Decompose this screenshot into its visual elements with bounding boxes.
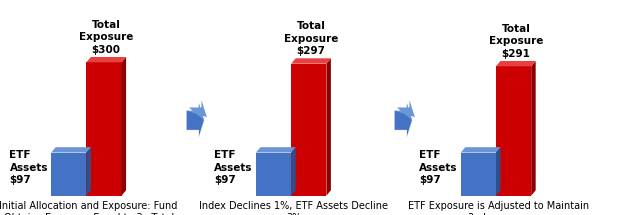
Bar: [291, 64, 326, 196]
Text: ETF
Assets
$97: ETF Assets $97: [10, 150, 48, 185]
Polygon shape: [186, 103, 204, 138]
Polygon shape: [461, 147, 500, 153]
Polygon shape: [291, 58, 331, 64]
Polygon shape: [531, 61, 536, 196]
Text: 3%: 3%: [286, 213, 301, 215]
Text: Obtains Exposure Equal to 3x Total: Obtains Exposure Equal to 3x Total: [3, 213, 174, 215]
Polygon shape: [496, 61, 536, 66]
Polygon shape: [326, 58, 331, 196]
Text: Total
Exposure
$297: Total Exposure $297: [284, 21, 338, 56]
Text: Index Declines 1%, ETF Assets Decline: Index Declines 1%, ETF Assets Decline: [199, 201, 388, 211]
Text: 3x Leverage: 3x Leverage: [468, 213, 529, 215]
Bar: [496, 66, 531, 196]
Text: Total
Exposure
$291: Total Exposure $291: [489, 24, 543, 59]
Polygon shape: [496, 147, 500, 196]
Text: ETF
Assets
$97: ETF Assets $97: [419, 150, 458, 185]
Polygon shape: [256, 147, 296, 153]
Polygon shape: [394, 100, 415, 120]
Bar: [51, 153, 86, 196]
Bar: [86, 62, 122, 196]
Text: ETF
Assets
$97: ETF Assets $97: [214, 150, 253, 185]
Polygon shape: [86, 147, 91, 196]
Bar: [256, 153, 291, 196]
Polygon shape: [51, 147, 91, 153]
Text: Total
Exposure
$300: Total Exposure $300: [79, 20, 133, 55]
Polygon shape: [186, 100, 207, 120]
Polygon shape: [291, 147, 296, 196]
Polygon shape: [86, 57, 126, 62]
Bar: [461, 153, 496, 196]
Text: Initial Allocation and Exposure: Fund: Initial Allocation and Exposure: Fund: [0, 201, 178, 211]
Text: ETF Exposure is Adjusted to Maintain: ETF Exposure is Adjusted to Maintain: [408, 201, 589, 211]
Polygon shape: [394, 103, 412, 138]
Polygon shape: [122, 57, 126, 196]
